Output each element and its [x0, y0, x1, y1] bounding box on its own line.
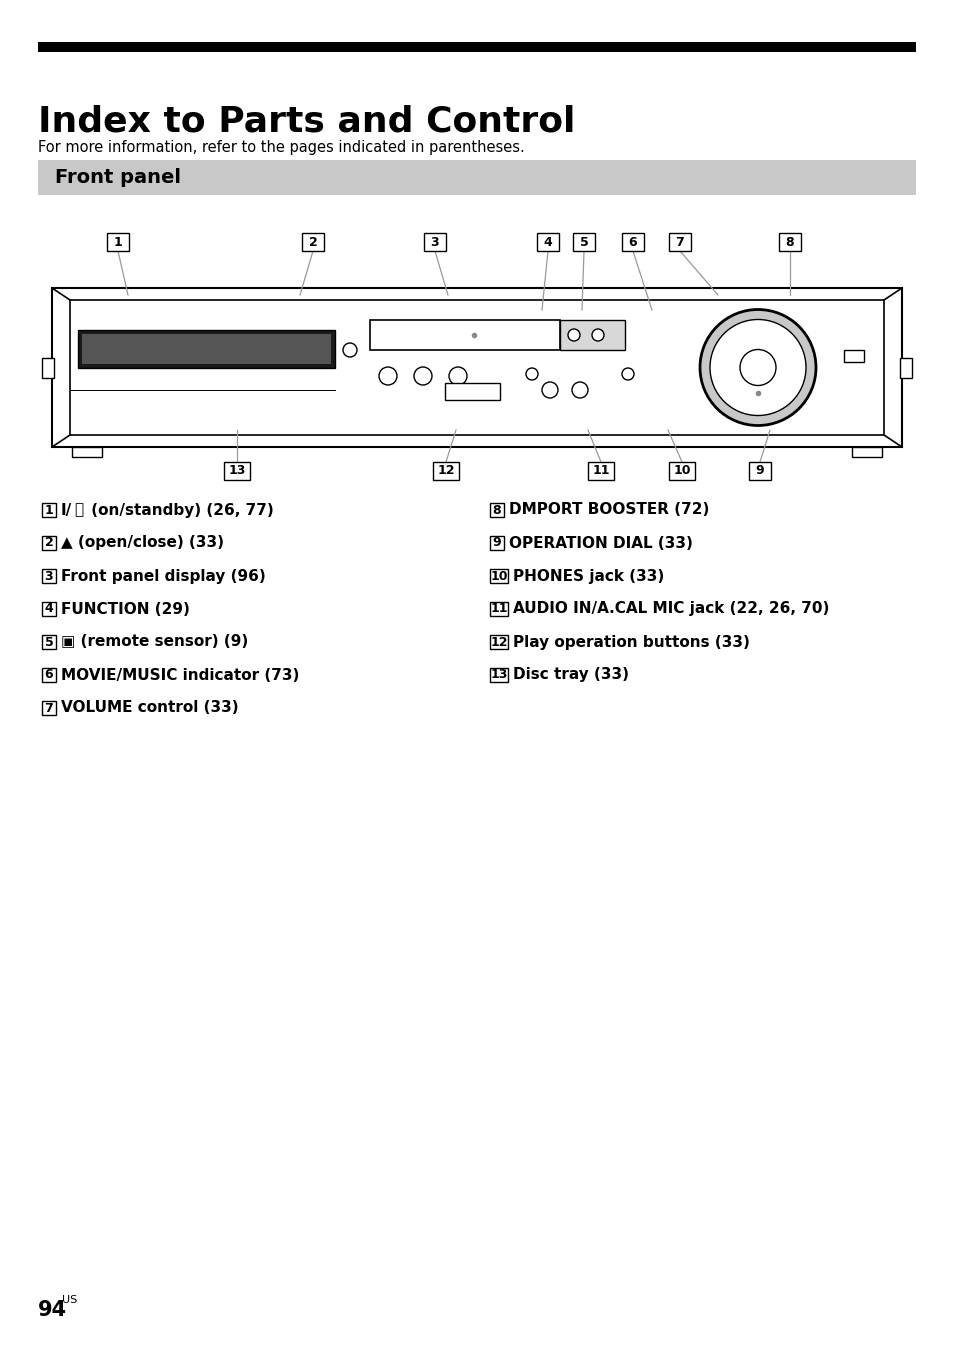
Text: 7: 7 [45, 702, 53, 714]
Bar [42, 503, 56, 516]
Text: 2: 2 [309, 235, 317, 249]
Bar [82, 334, 331, 364]
Circle shape [449, 366, 467, 385]
Circle shape [740, 350, 775, 385]
Text: 8: 8 [492, 503, 500, 516]
Bar [899, 357, 911, 377]
Circle shape [414, 366, 432, 385]
Circle shape [700, 310, 815, 426]
Circle shape [621, 368, 634, 380]
Circle shape [541, 383, 558, 397]
Text: (on/standby) (26, 77): (on/standby) (26, 77) [86, 503, 274, 518]
Text: VOLUME control (33): VOLUME control (33) [61, 700, 238, 715]
Polygon shape [52, 288, 901, 448]
Text: 5: 5 [579, 235, 588, 249]
Text: 12: 12 [436, 465, 455, 477]
Circle shape [378, 366, 396, 385]
Bar [559, 320, 624, 350]
Polygon shape [70, 300, 883, 435]
Text: ▲ (open/close) (33): ▲ (open/close) (33) [61, 535, 224, 550]
Text: 12: 12 [490, 635, 507, 649]
Text: 2: 2 [45, 537, 53, 549]
Text: 13: 13 [228, 465, 246, 477]
Bar [42, 357, 54, 377]
Bar [370, 320, 559, 350]
Text: Front panel: Front panel [55, 168, 181, 187]
Bar [71, 448, 102, 457]
Text: 6: 6 [45, 668, 53, 681]
Text: PHONES jack (33): PHONES jack (33) [513, 568, 663, 584]
Bar [587, 462, 614, 480]
Text: 4: 4 [543, 235, 552, 249]
Text: 3: 3 [430, 235, 438, 249]
Text: OPERATION DIAL (33): OPERATION DIAL (33) [509, 535, 692, 550]
Bar [224, 462, 250, 480]
Bar [42, 602, 56, 617]
Bar [490, 503, 503, 516]
Text: Disc tray (33): Disc tray (33) [513, 668, 628, 683]
Circle shape [567, 329, 579, 341]
Bar [42, 700, 56, 715]
Bar [107, 233, 129, 251]
Text: 11: 11 [592, 465, 609, 477]
Bar [490, 635, 507, 649]
Text: MOVIE/MUSIC indicator (73): MOVIE/MUSIC indicator (73) [61, 668, 299, 683]
Text: 5: 5 [45, 635, 53, 649]
Bar [433, 462, 458, 480]
Bar [537, 233, 558, 251]
Text: AUDIO IN/A.CAL MIC jack (22, 26, 70): AUDIO IN/A.CAL MIC jack (22, 26, 70) [513, 602, 828, 617]
Bar [38, 160, 915, 195]
Text: 10: 10 [673, 465, 690, 477]
Circle shape [572, 383, 587, 397]
Bar [490, 569, 507, 583]
Bar [42, 535, 56, 550]
Text: For more information, refer to the pages indicated in parentheses.: For more information, refer to the pages… [38, 141, 524, 155]
Text: 1: 1 [45, 503, 53, 516]
Bar [78, 330, 335, 368]
Text: 3: 3 [45, 569, 53, 583]
Text: 94: 94 [38, 1301, 67, 1320]
Text: 1: 1 [113, 235, 122, 249]
Text: 4: 4 [45, 603, 53, 615]
Bar [668, 233, 690, 251]
Bar [42, 635, 56, 649]
Text: Play operation buttons (33): Play operation buttons (33) [513, 634, 749, 649]
Text: DMPORT BOOSTER (72): DMPORT BOOSTER (72) [509, 503, 709, 518]
Text: 6: 6 [628, 235, 637, 249]
Text: US: US [62, 1295, 77, 1305]
Text: 9: 9 [492, 537, 500, 549]
Bar [490, 668, 507, 681]
Circle shape [709, 319, 805, 415]
Bar [621, 233, 643, 251]
Text: 11: 11 [490, 603, 507, 615]
Text: ⌛: ⌛ [74, 503, 83, 518]
Text: 13: 13 [490, 668, 507, 681]
Bar [444, 383, 499, 400]
Bar [490, 602, 507, 617]
Bar [851, 448, 882, 457]
Bar [490, 535, 503, 550]
Bar [423, 233, 446, 251]
Text: 7: 7 [675, 235, 683, 249]
Bar [38, 42, 915, 51]
Text: Front panel display (96): Front panel display (96) [61, 568, 266, 584]
Bar [668, 462, 695, 480]
Bar [42, 569, 56, 583]
Bar [42, 668, 56, 681]
Circle shape [525, 368, 537, 380]
Text: ▣ (remote sensor) (9): ▣ (remote sensor) (9) [61, 634, 248, 649]
Bar [748, 462, 770, 480]
Text: I/: I/ [61, 503, 72, 518]
Bar [302, 233, 324, 251]
Bar [779, 233, 801, 251]
Text: 10: 10 [490, 569, 507, 583]
Text: 8: 8 [785, 235, 794, 249]
Text: Index to Parts and Control: Index to Parts and Control [38, 105, 575, 139]
Text: 9: 9 [755, 465, 763, 477]
Circle shape [592, 329, 603, 341]
Bar [573, 233, 595, 251]
Bar [843, 350, 863, 362]
Text: FUNCTION (29): FUNCTION (29) [61, 602, 190, 617]
Circle shape [343, 343, 356, 357]
